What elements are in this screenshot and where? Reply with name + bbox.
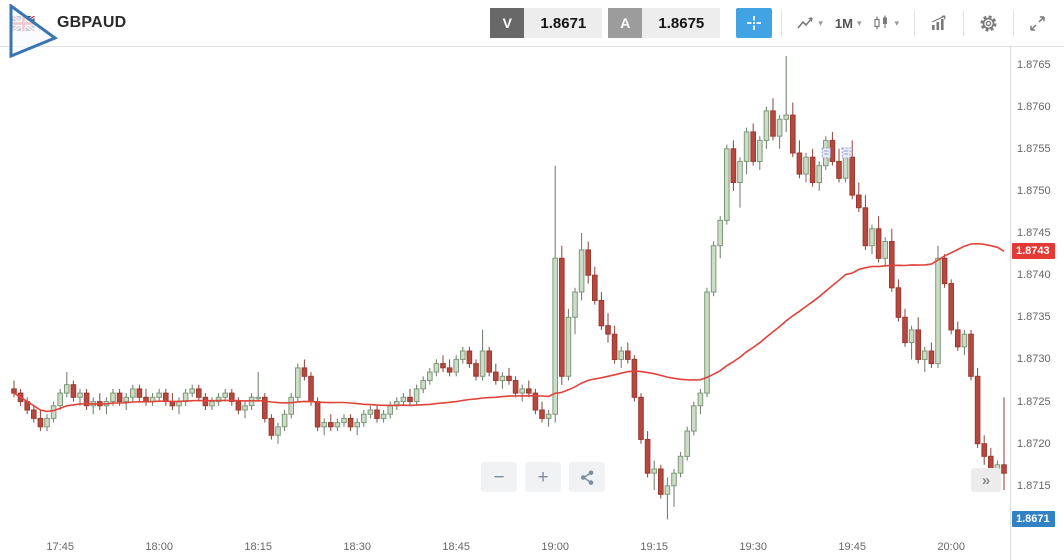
toolbar-separator — [781, 10, 783, 36]
chevron-down-icon: ▾ — [818, 17, 823, 28]
expand-icon — [1030, 15, 1045, 31]
chevron-down-icon: ▾ — [856, 17, 862, 28]
chart-type-line-button[interactable]: ▾ — [791, 7, 829, 39]
timeframe-label: 1M — [834, 15, 853, 31]
price-tick: 1.8765 — [1017, 58, 1051, 71]
price-tick: 1.8745 — [1017, 227, 1051, 240]
price-tick: 1.8730 — [1017, 353, 1051, 366]
chart-area: 1.8765 1.8760 1.8755 1.8750 1.8745 1.8740 1.87… — [0, 46, 1064, 560]
zoom-in-button[interactable]: + — [525, 462, 561, 492]
toolbar-separator — [1013, 10, 1014, 36]
settings-button[interactable] — [973, 7, 1004, 39]
chart-type-candles-button[interactable]: ▾ — [867, 7, 905, 39]
quote-panel: V 1.8671 A 1.8675 — [490, 8, 721, 38]
bid-price: 1.8671 — [524, 8, 603, 38]
indicators-icon — [931, 15, 946, 30]
price-tick: 1.8750 — [1017, 184, 1051, 197]
price-axis[interactable]: 1.8765 1.8760 1.8755 1.8750 1.8745 1.8740 1.87… — [1010, 46, 1064, 560]
time-tick: 19:15 — [640, 541, 668, 553]
toolbar: GBPAUD V 1.8671 A 1.8675 ▾ 1M ▾ — [0, 0, 1064, 47]
buy-button[interactable]: A — [608, 8, 643, 38]
zoom-controls: − + — [481, 462, 605, 492]
gbpaud-flag-icon — [12, 15, 35, 31]
moving-average-line — [13, 242, 1005, 413]
time-tick: 18:15 — [244, 541, 272, 553]
time-tick: 19:30 — [739, 541, 767, 553]
scroll-to-latest-button[interactable]: » — [971, 468, 1001, 492]
share-icon — [580, 470, 594, 485]
candlestick-icon — [874, 15, 888, 30]
gear-icon — [980, 15, 997, 31]
symbol-title: GBPAUD — [57, 14, 127, 31]
price-tick: 1.8740 — [1017, 269, 1051, 282]
share-button[interactable] — [569, 462, 605, 492]
zoom-out-button[interactable]: − — [481, 462, 517, 492]
last-price-label: 1.8671 — [1012, 511, 1055, 527]
line-chart-icon — [797, 16, 813, 29]
time-tick: 17:45 — [46, 541, 74, 553]
price-tick: 1.8725 — [1017, 395, 1051, 408]
time-axis[interactable]: 17:45 18:00 18:15 18:30 18:45 19:00 19:15 19:30… — [0, 533, 1010, 560]
candles — [11, 56, 1007, 520]
time-tick: 19:00 — [541, 541, 569, 553]
price-tick: 1.8715 — [1017, 479, 1051, 492]
sell-button[interactable]: V — [490, 8, 525, 38]
price-tick: 1.8760 — [1017, 100, 1051, 113]
time-tick: 18:45 — [442, 541, 470, 553]
fullscreen-button[interactable] — [1023, 7, 1052, 39]
crosshair-button[interactable] — [736, 8, 773, 38]
price-chart[interactable] — [0, 46, 1010, 533]
toolbar-separator — [963, 10, 964, 36]
timeframe-dropdown[interactable]: 1M ▾ — [829, 7, 868, 39]
time-tick: 18:30 — [343, 541, 371, 553]
ask-price: 1.8675 — [642, 8, 721, 38]
price-tick: 1.8755 — [1017, 142, 1051, 155]
chevron-down-icon: ▾ — [894, 17, 899, 28]
ma-price-label: 1.8743 — [1012, 243, 1055, 260]
price-tick: 1.8720 — [1017, 437, 1051, 450]
price-tick: 1.8735 — [1017, 311, 1051, 324]
chart-annotation-markers[interactable] — [821, 147, 851, 159]
time-tick: 20:00 — [937, 541, 965, 553]
indicators-button[interactable] — [924, 7, 954, 39]
time-tick: 19:45 — [838, 541, 866, 553]
crosshair-icon — [747, 16, 762, 30]
time-tick: 18:00 — [145, 541, 173, 553]
toolbar-separator — [914, 10, 915, 36]
